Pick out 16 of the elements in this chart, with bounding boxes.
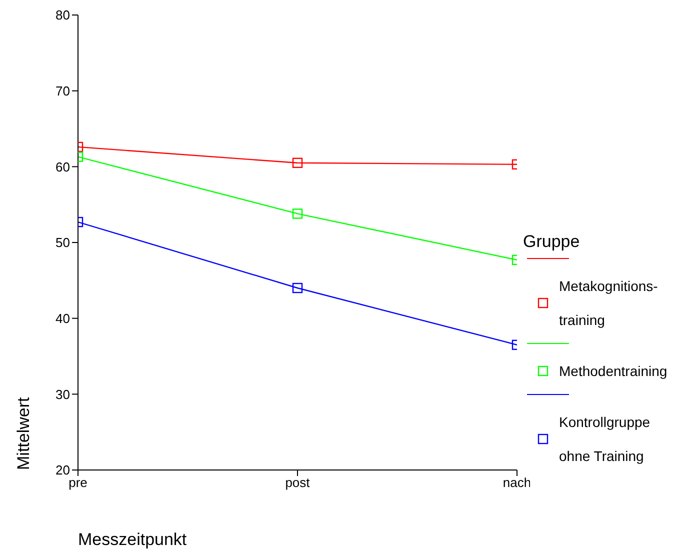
x-tick-label: pre <box>68 475 88 490</box>
y-tick-label: 60 <box>56 159 70 174</box>
y-tick-label: 50 <box>56 235 70 250</box>
y-tick-label: 70 <box>56 83 70 98</box>
y-tick-label: 40 <box>56 310 70 326</box>
legend-title: Gruppe <box>523 232 581 252</box>
y-tick-label: 20 <box>56 462 70 478</box>
x-axis-title: Messzeitpunkt <box>78 530 187 550</box>
y-axis-title: Mittelwert <box>14 397 34 470</box>
y-tick-label: 30 <box>56 386 70 402</box>
text: Metakognitions-training <box>559 278 658 328</box>
y-tick-label: 80 <box>56 8 70 23</box>
text: Kontrollgruppe ohne Training <box>559 414 650 464</box>
legend-label: Methodentraining <box>559 362 668 381</box>
x-tick-label: post <box>285 475 310 490</box>
x-tick-label: nach <box>502 475 532 490</box>
